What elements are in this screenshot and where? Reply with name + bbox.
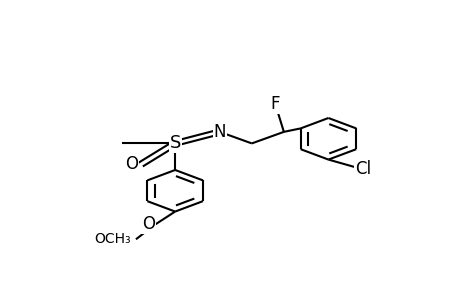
Text: S: S [169, 134, 180, 152]
Text: OCH₃: OCH₃ [94, 232, 130, 246]
Text: O: O [141, 215, 155, 233]
Text: O: O [124, 155, 138, 173]
Text: N: N [213, 123, 225, 141]
Text: F: F [269, 95, 279, 113]
Text: Cl: Cl [354, 160, 370, 178]
